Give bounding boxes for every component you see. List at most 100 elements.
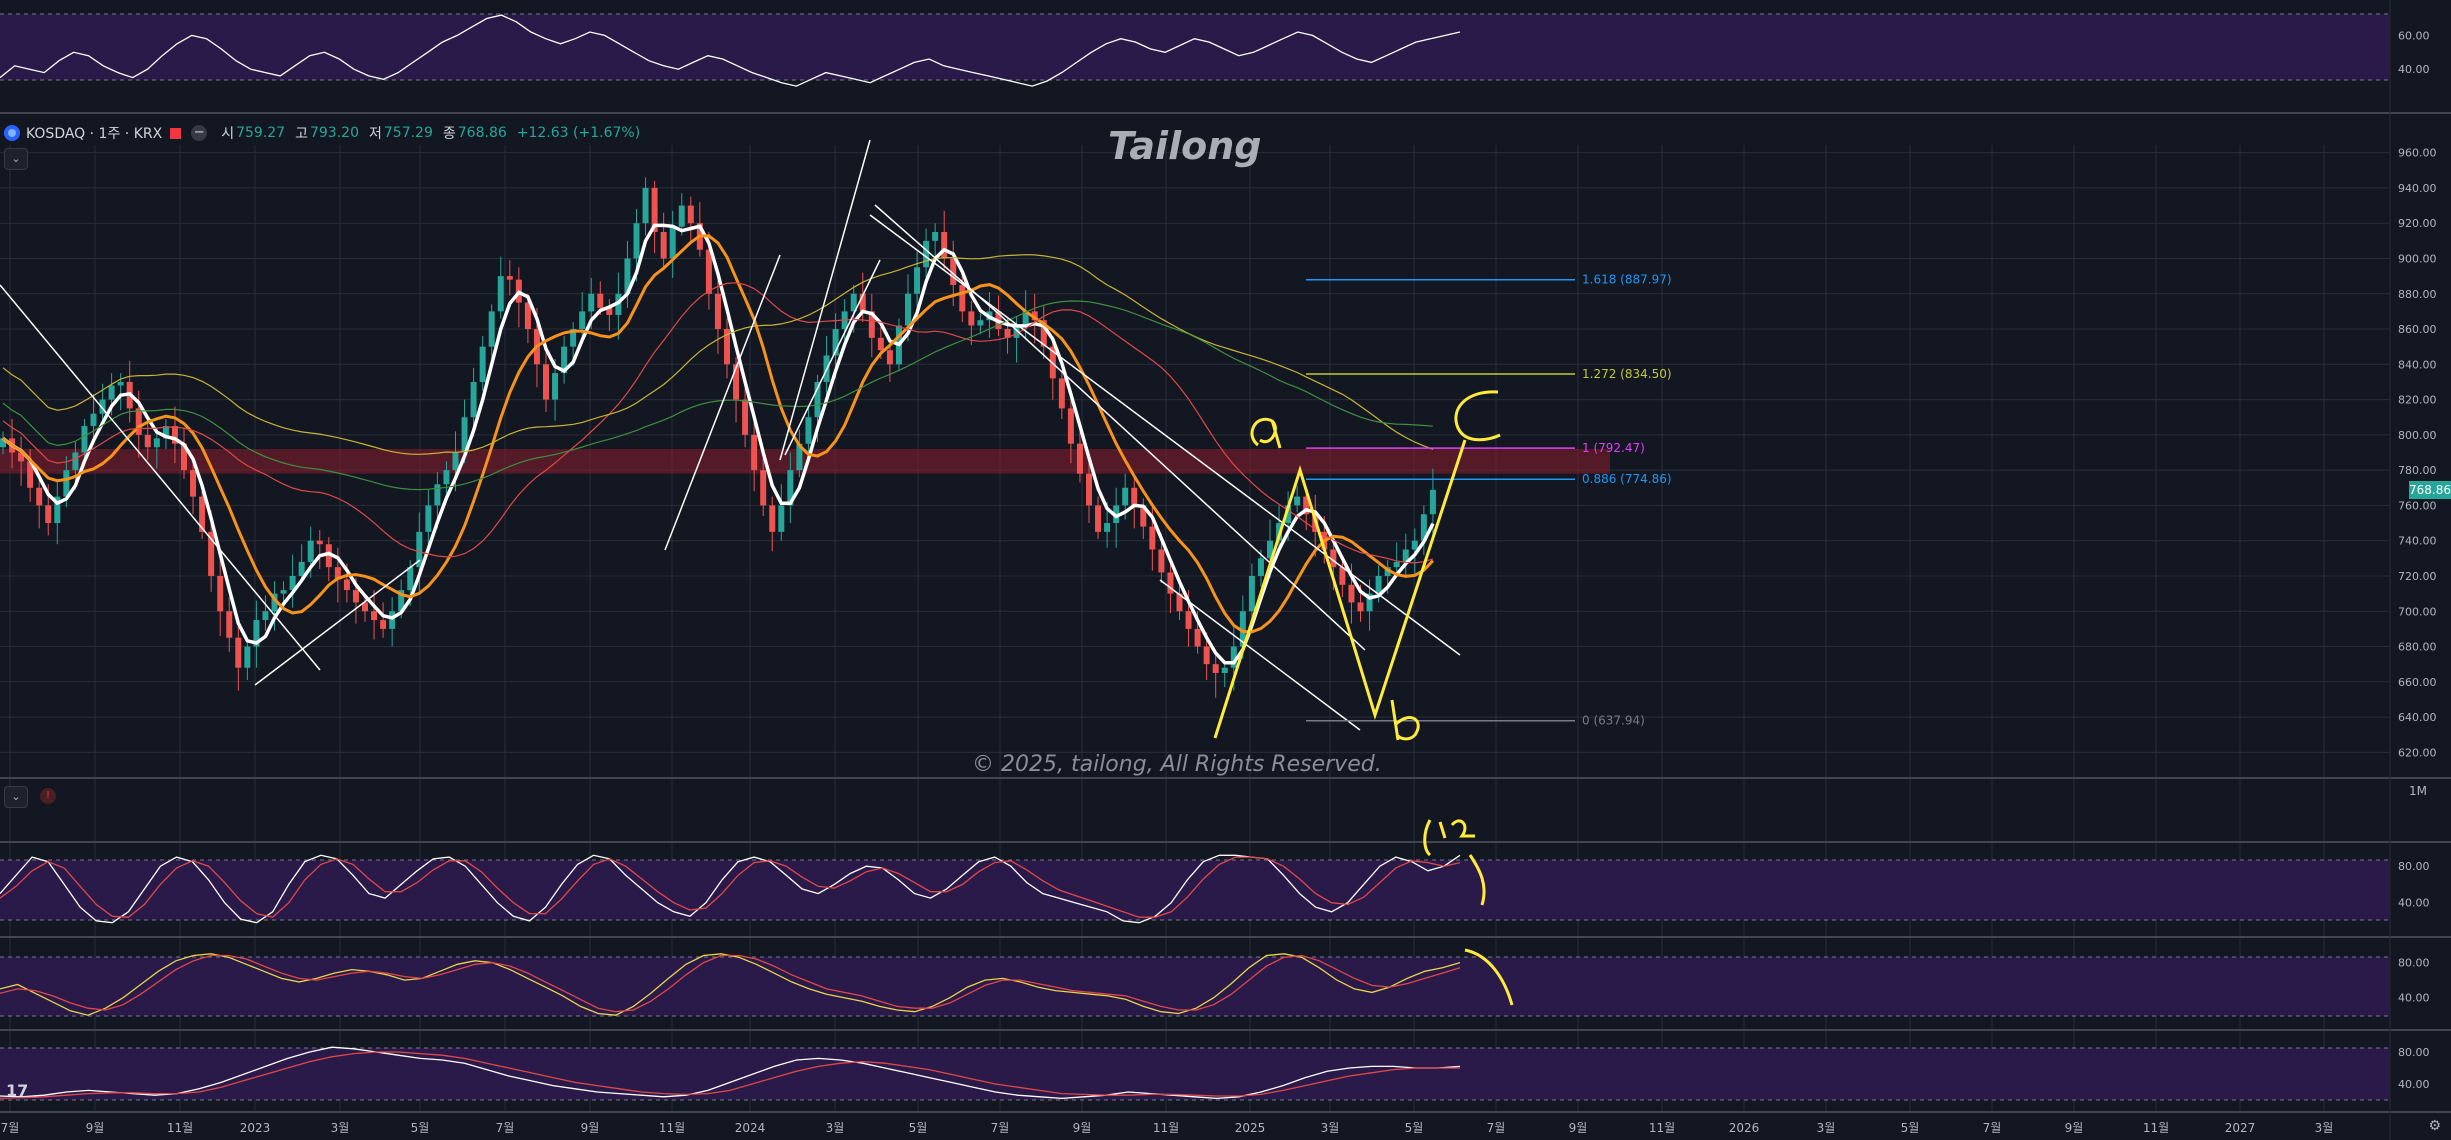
candle-body [99,399,106,414]
x-tick-label: 11월 [1649,1121,1675,1135]
candle-body [226,611,233,638]
high-value: 793.20 [309,125,359,141]
x-tick-label: 2027 [2225,1121,2256,1135]
y-tick-label: 640.00 [2398,711,2437,724]
candle-body [162,426,169,439]
indicator-series-line [0,954,1461,1013]
candle-body [407,567,414,591]
candle-body [144,434,151,448]
candle-body [244,646,251,668]
candle-body [524,302,531,330]
candle-body [1393,561,1400,568]
high-label: 고 [295,126,308,142]
candle-body [262,611,269,621]
candle-body [1285,505,1292,524]
candle-body [1294,496,1301,506]
trend-line [999,314,1366,651]
x-tick-label: 2026 [1729,1121,1760,1135]
y-tick-label: 700.00 [2398,605,2437,618]
candle-body [579,311,586,330]
candle-body [443,470,450,485]
candle-body [171,426,178,444]
candle-body [27,461,34,488]
y-tick-label: 800.00 [2398,429,2437,442]
candle-body [1384,567,1391,576]
candle-body [1348,584,1355,603]
candle-body [1031,311,1038,321]
indicator-band [0,14,2390,80]
symbol-name[interactable]: KOSDAQ · 1주 · KRX [26,126,163,142]
annotation-abc-wave [1213,439,1467,739]
candle-body [1122,487,1129,506]
candle-body [72,452,79,471]
candle-body [416,531,423,568]
x-tick-label: 9월 [1073,1121,1092,1135]
indicator-tick-label: 60.00 [2398,29,2430,42]
ma-long-green-line [2,300,1433,491]
ma-long-red-line [2,282,1434,564]
indicator-tick-label: 80.00 [2398,860,2430,873]
candle-body [36,487,43,506]
indicator-collapse-chevron-down-icon[interactable]: ⌄ [4,786,28,808]
indicator-panes[interactable] [0,13,2390,1101]
x-tick-label: 9월 [86,1121,105,1135]
candle-body [570,329,577,347]
indicator-band [0,860,2390,920]
candle-body [642,187,649,224]
x-tick-label: 11월 [1153,1121,1179,1135]
candle-body [1339,567,1346,585]
candle-body [307,540,314,562]
candle-body [352,590,359,603]
candle-body [751,434,758,471]
minus-icon[interactable]: − [191,125,208,141]
candle-body [1230,646,1237,668]
x-tick-label: 5월 [1405,1121,1424,1135]
candle-body [705,249,712,294]
candle-body [606,307,613,315]
candle-body [181,443,187,471]
trend-line [784,259,881,456]
candle-body [54,496,61,524]
x-tick-label: 2025 [1235,1121,1266,1135]
candle-body [461,417,468,453]
candle-body [371,611,378,621]
candle-body [506,276,513,280]
exchange-logo-icon [4,125,20,141]
candle-body [552,373,559,400]
indicator-band [0,957,2390,1016]
candle-body [1357,602,1364,612]
candle-body [452,452,459,471]
settings-icon[interactable]: ⚙ [2428,1118,2441,1134]
candle-body [1040,320,1047,347]
indicator-series-line [0,1051,1460,1100]
candle-body [886,350,893,365]
candle-body [905,293,911,326]
indicator-tick-label: 80.00 [2398,957,2430,970]
candle-body [742,399,749,435]
candle-body [1013,325,1020,338]
indicator-tick-label: 40.00 [2398,992,2430,1005]
annotation-letter-b [1390,699,1420,741]
x-tick-label: 2024 [735,1121,766,1135]
price-pane[interactable]: 1.618 (887.97) 1.272 (834.50) 1 (792.47) 0.… [0,139,1672,741]
ma-mid-line [2,234,1434,634]
candle-body [343,579,350,591]
x-tick-label: 7월 [1487,1121,1506,1135]
candle-body [1167,572,1174,594]
collapse-chevron-down-icon[interactable]: ⌄ [4,148,28,170]
candle-body [805,417,812,444]
candle-body [868,311,875,338]
candle-body [914,267,921,294]
candle-body [1257,558,1264,576]
x-tick-label: 11월 [2143,1121,2169,1135]
candle-body [470,381,477,418]
alert-icon[interactable]: ! [40,788,56,804]
y-tick-label: 660.00 [2398,676,2437,689]
candle-body [796,443,803,471]
symbol-bar[interactable]: KOSDAQ · 1주 · KRX − 시 759.27 고 793.20 저 757… [4,121,650,145]
y-tick-label: 680.00 [2398,641,2437,654]
x-tick-label: 9월 [1569,1121,1588,1135]
candle-body [1158,549,1165,573]
